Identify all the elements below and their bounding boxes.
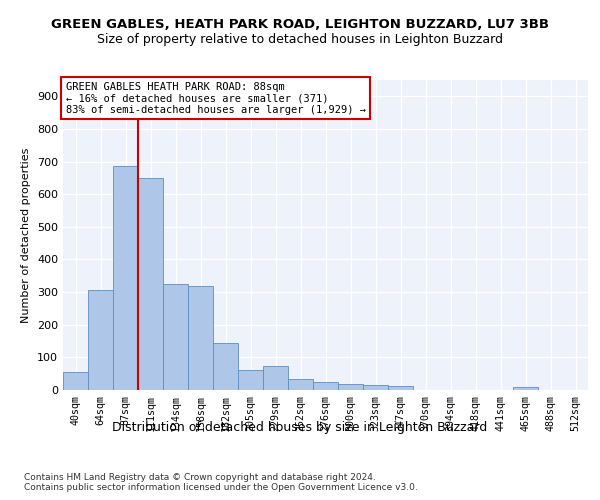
Bar xyxy=(263,366,288,390)
Bar xyxy=(388,386,413,390)
Text: Contains HM Land Registry data © Crown copyright and database right 2024.
Contai: Contains HM Land Registry data © Crown c… xyxy=(24,472,418,492)
Bar xyxy=(313,382,338,390)
Y-axis label: Number of detached properties: Number of detached properties xyxy=(22,148,31,322)
Bar xyxy=(188,286,213,390)
Text: Size of property relative to detached houses in Leighton Buzzard: Size of property relative to detached ho… xyxy=(97,32,503,46)
Bar xyxy=(338,384,363,390)
Text: GREEN GABLES, HEATH PARK ROAD, LEIGHTON BUZZARD, LU7 3BB: GREEN GABLES, HEATH PARK ROAD, LEIGHTON … xyxy=(51,18,549,30)
Bar xyxy=(288,378,313,390)
Bar xyxy=(163,284,188,390)
Bar xyxy=(63,372,88,390)
Bar xyxy=(113,166,138,390)
Bar xyxy=(213,342,238,390)
Text: GREEN GABLES HEATH PARK ROAD: 88sqm
← 16% of detached houses are smaller (371)
8: GREEN GABLES HEATH PARK ROAD: 88sqm ← 16… xyxy=(65,82,365,115)
Bar xyxy=(88,290,113,390)
Bar xyxy=(363,385,388,390)
Bar xyxy=(513,386,538,390)
Text: Distribution of detached houses by size in Leighton Buzzard: Distribution of detached houses by size … xyxy=(112,421,488,434)
Bar xyxy=(138,178,163,390)
Bar xyxy=(238,370,263,390)
